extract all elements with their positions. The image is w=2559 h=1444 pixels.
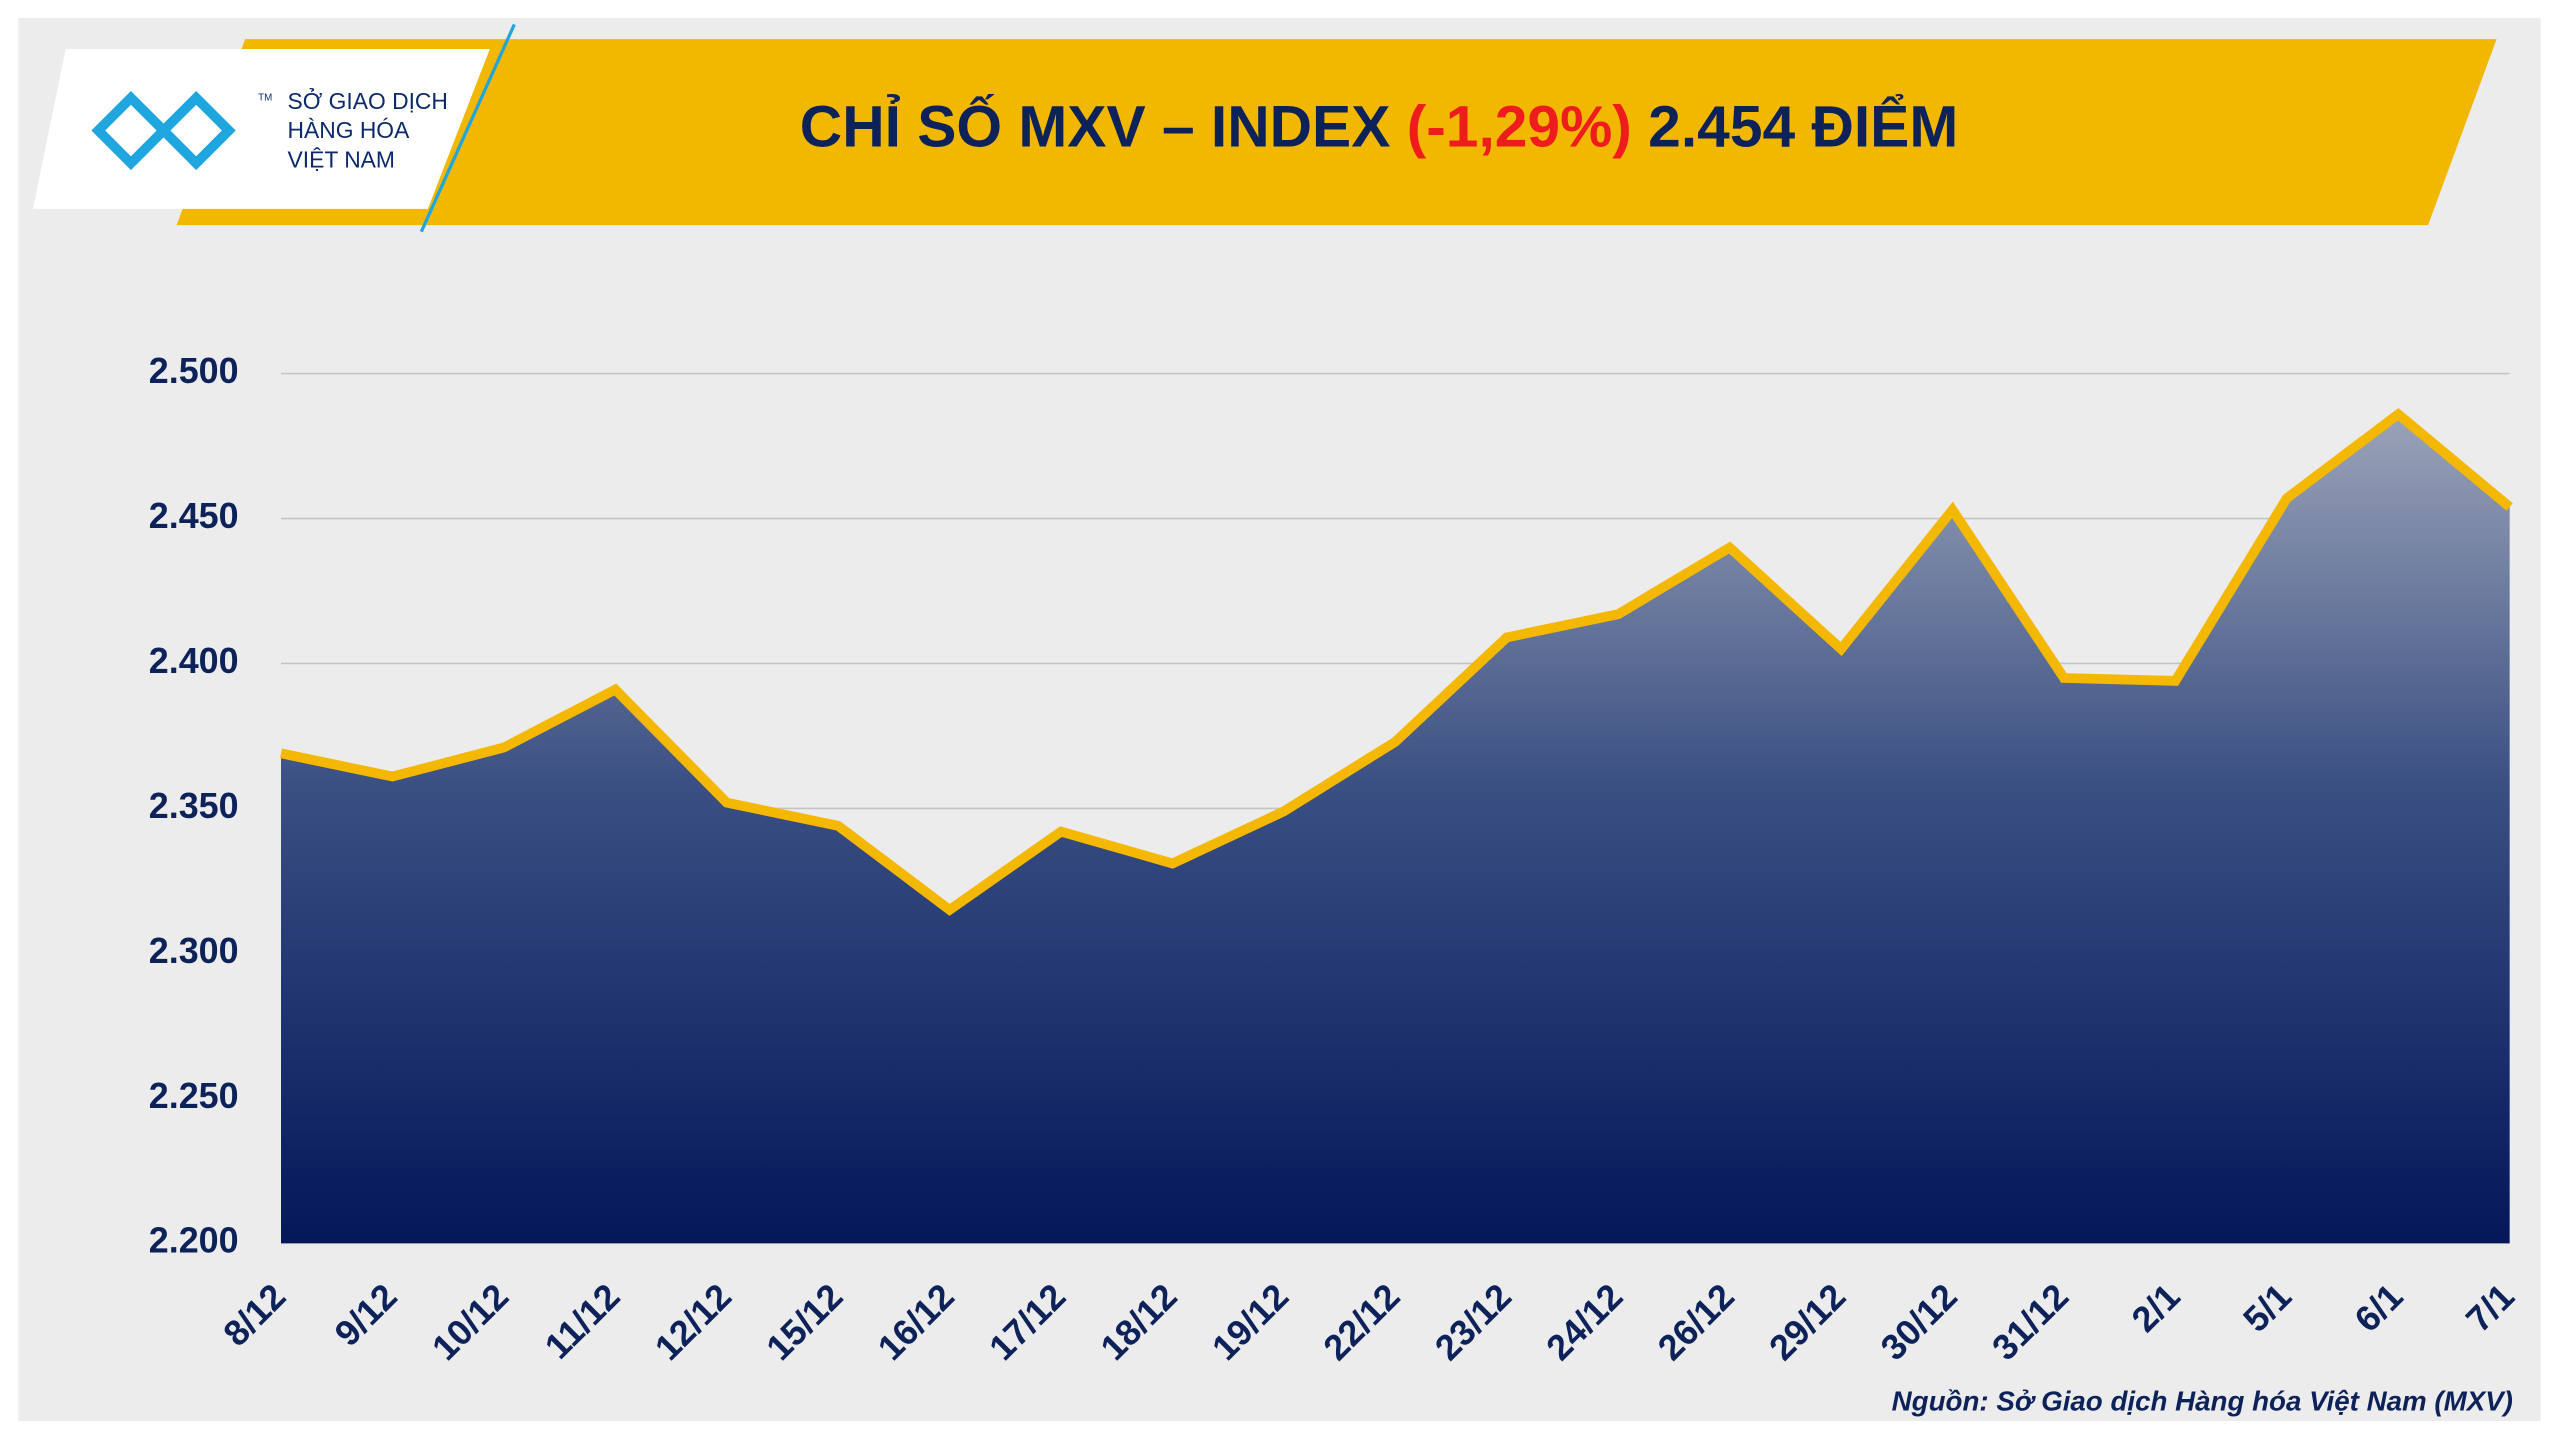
logo-text: VIỆT NAM bbox=[288, 147, 395, 173]
logo-text: HÀNG HÓA bbox=[288, 117, 411, 143]
y-tick-label: 2.300 bbox=[149, 931, 239, 971]
title-part: CHỈ SỐ MXV – INDEX bbox=[800, 92, 1391, 159]
title-value: 2.454 ĐIỂM bbox=[1648, 93, 1958, 159]
logo-tm: TM bbox=[258, 92, 272, 103]
y-tick-label: 2.450 bbox=[149, 496, 239, 536]
logo-accent bbox=[419, 23, 516, 233]
area bbox=[281, 414, 2510, 1244]
y-tick-label: 2.400 bbox=[149, 641, 239, 681]
chart-title: CHỈ SỐ MXV – INDEX (-1,29%) 2.454 ĐIỂM bbox=[800, 92, 1958, 159]
y-tick-label: 2.250 bbox=[149, 1076, 239, 1116]
line bbox=[280, 407, 2513, 916]
y-tick-label: 2.200 bbox=[149, 1221, 239, 1261]
logo-box bbox=[33, 48, 490, 209]
y-tick-label: 2.350 bbox=[149, 786, 239, 826]
logo-text: SỞ GIAO DỊCH bbox=[288, 88, 448, 114]
source-note: Nguồn: Sở Giao dịch Hàng hóa Việt Nam (M… bbox=[1892, 1385, 2513, 1416]
title-banner bbox=[176, 39, 2497, 226]
y-tick-label: 2.500 bbox=[149, 351, 239, 391]
logo-mark bbox=[91, 90, 236, 171]
title-change: (-1,29%) bbox=[1407, 94, 1632, 159]
